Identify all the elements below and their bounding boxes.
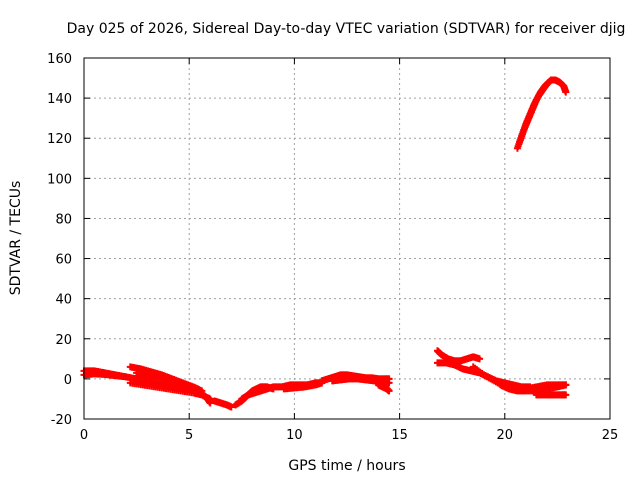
data-point	[562, 88, 570, 96]
y-tick-label: 140	[47, 92, 72, 107]
data-point	[206, 395, 214, 403]
x-tick-label: 15	[391, 428, 408, 443]
y-tick-label: 80	[55, 212, 72, 227]
y-tick-label: 120	[47, 132, 72, 147]
x-tick-label: 0	[80, 428, 88, 443]
plot-frame	[83, 57, 611, 420]
data-point	[562, 381, 570, 389]
data-point	[122, 373, 130, 381]
y-tick-label: 60	[55, 253, 72, 268]
x-tick-labels: 0 5 10 15 20 25	[80, 428, 618, 443]
x-tick-label: 20	[497, 428, 514, 443]
y-tick-label: 160	[47, 52, 72, 67]
y-tick-labels: -20 0 20 40 60 80 100 120 140 160	[47, 52, 72, 428]
data-point	[227, 403, 235, 411]
y-tick-label: -20	[51, 413, 72, 428]
chart-title: Day 025 of 2026, Sidereal Day-to-day VTE…	[67, 21, 626, 37]
x-axis-label: GPS time / hours	[288, 458, 405, 474]
y-tick-label: 100	[47, 172, 72, 187]
data-point	[385, 387, 393, 395]
grid-lines	[84, 58, 610, 419]
x-tick-label: 10	[286, 428, 303, 443]
data-point	[562, 391, 570, 399]
data-points	[80, 76, 570, 411]
data-point	[385, 379, 393, 387]
x-tick-label: 5	[185, 428, 193, 443]
x-tick-label: 25	[602, 428, 619, 443]
data-point	[545, 78, 553, 86]
y-tick-label: 20	[55, 333, 72, 348]
data-point	[194, 385, 202, 393]
y-tick-label: 40	[55, 293, 72, 308]
y-tick-label: 0	[64, 373, 72, 388]
y-axis-label: SDTVAR / TECUs	[8, 181, 24, 296]
axis-ticks	[83, 57, 611, 420]
data-point	[476, 355, 484, 363]
